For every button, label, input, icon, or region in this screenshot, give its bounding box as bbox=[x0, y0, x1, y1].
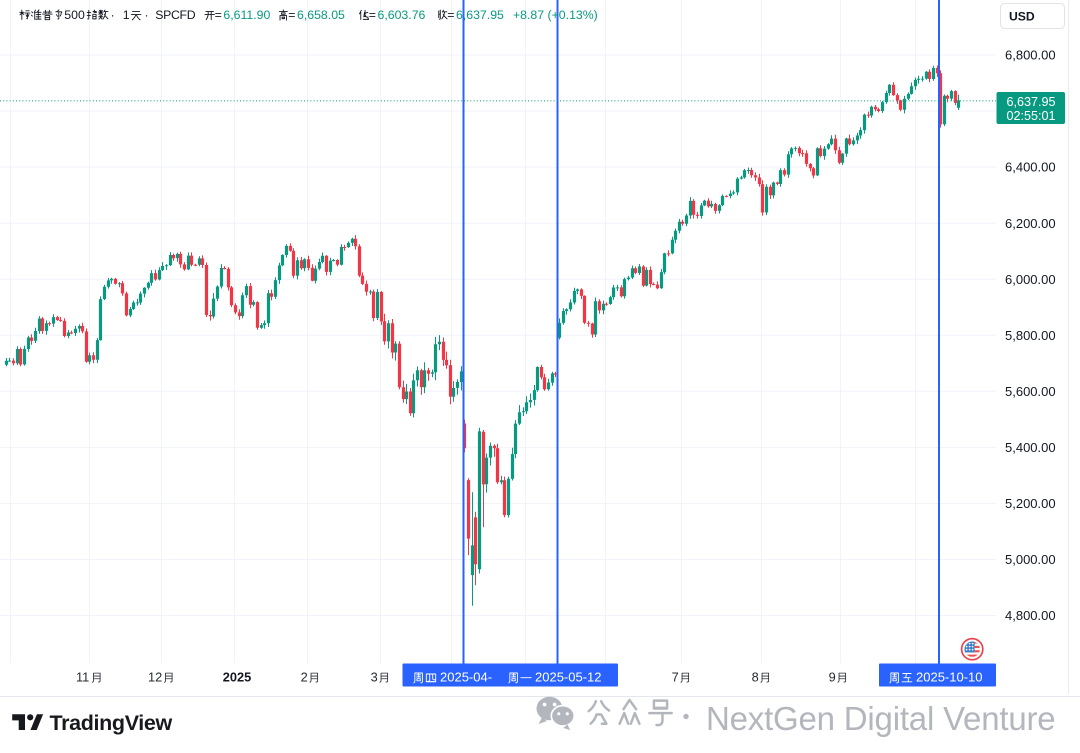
svg-text:12: 12 bbox=[148, 670, 162, 685]
svg-text:6,000.00: 6,000.00 bbox=[1005, 272, 1056, 287]
svg-text:5,400.00: 5,400.00 bbox=[1005, 440, 1056, 455]
svg-text:6,658.05: 6,658.05 bbox=[297, 8, 345, 22]
svg-text:=: = bbox=[288, 8, 295, 22]
svg-text:5,600.00: 5,600.00 bbox=[1005, 384, 1056, 399]
svg-text:TradingView: TradingView bbox=[50, 711, 173, 735]
svg-text:6,611.90: 6,611.90 bbox=[223, 8, 270, 22]
svg-text:7: 7 bbox=[672, 670, 679, 685]
svg-text:6,200.00: 6,200.00 bbox=[1005, 216, 1056, 231]
svg-text:02:55:01: 02:55:01 bbox=[1006, 109, 1055, 123]
svg-text:=: = bbox=[369, 8, 376, 22]
svg-text:6,400.00: 6,400.00 bbox=[1005, 160, 1056, 175]
svg-text:8: 8 bbox=[752, 670, 759, 685]
svg-text:=: = bbox=[215, 8, 222, 22]
svg-text:2: 2 bbox=[301, 670, 308, 685]
svg-text:5,800.00: 5,800.00 bbox=[1005, 328, 1056, 343]
svg-text:6,603.76: 6,603.76 bbox=[378, 8, 426, 22]
svg-text:4,800.00: 4,800.00 bbox=[1005, 608, 1056, 623]
svg-text:·: · bbox=[111, 8, 115, 22]
svg-text:6,800.00: 6,800.00 bbox=[1005, 48, 1056, 63]
svg-text:NextGen Digital Venture: NextGen Digital Venture bbox=[706, 700, 1055, 737]
svg-text:500: 500 bbox=[64, 8, 85, 22]
svg-text:11: 11 bbox=[76, 670, 89, 685]
svg-text:6,637.95: 6,637.95 bbox=[1006, 95, 1055, 109]
svg-text:+8.87 (+0.13%): +8.87 (+0.13%) bbox=[513, 8, 598, 22]
svg-text:2025-10-10: 2025-10-10 bbox=[916, 670, 983, 685]
svg-text:USD: USD bbox=[1009, 10, 1035, 24]
svg-text:2025-04-: 2025-04- bbox=[440, 670, 492, 685]
svg-text:9: 9 bbox=[829, 670, 836, 685]
svg-text:SPCFD: SPCFD bbox=[155, 8, 195, 22]
svg-text:1: 1 bbox=[123, 8, 130, 22]
svg-text:5,000.00: 5,000.00 bbox=[1005, 552, 1056, 567]
svg-text:2025-05-12: 2025-05-12 bbox=[535, 670, 602, 685]
svg-text:=: = bbox=[447, 8, 454, 22]
svg-text:·: · bbox=[145, 8, 149, 22]
svg-text:6,637.95: 6,637.95 bbox=[456, 8, 504, 22]
svg-text:3: 3 bbox=[371, 670, 378, 685]
svg-text:5,200.00: 5,200.00 bbox=[1005, 496, 1056, 511]
svg-text:2025: 2025 bbox=[223, 670, 251, 685]
